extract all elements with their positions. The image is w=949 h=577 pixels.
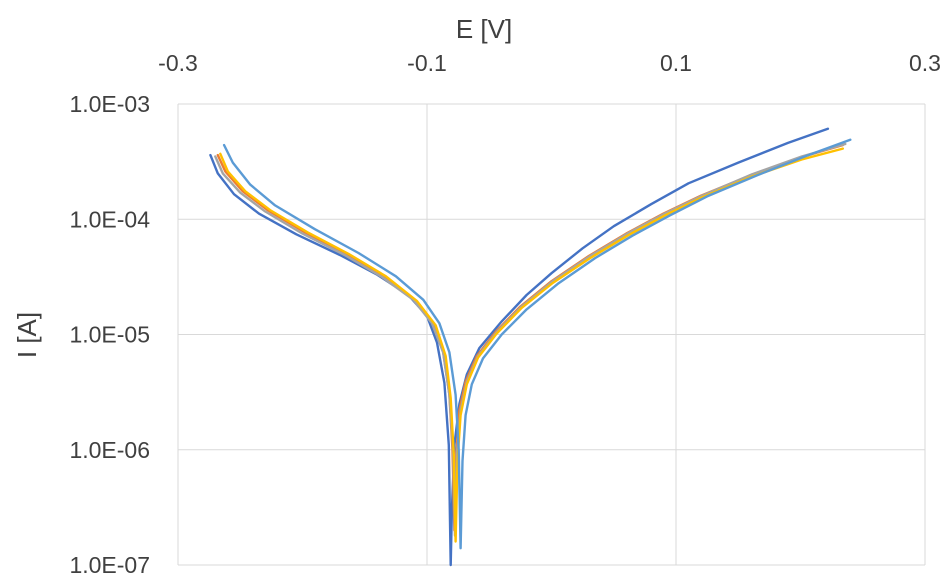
y-tick-label: 1.0E-03 <box>69 91 150 117</box>
y-tick-label: 1.0E-04 <box>69 206 150 232</box>
x-tick-label: 0.3 <box>909 50 941 76</box>
series-line-4 <box>219 147 844 543</box>
y-tick-label: 1.0E-06 <box>69 437 150 463</box>
gridlines <box>177 103 926 566</box>
series-line-5 <box>222 138 852 550</box>
y-axis-title: I [A] <box>12 312 42 358</box>
x-tick-labels: -0.3 -0.1 0.1 0.3 <box>158 50 941 76</box>
series-line-2 <box>216 143 844 532</box>
plot-area <box>209 127 852 567</box>
x-tick-label: -0.3 <box>158 50 198 76</box>
series-line-1 <box>209 127 830 567</box>
y-tick-label: 1.0E-05 <box>69 322 150 348</box>
series-line-3 <box>214 142 847 537</box>
x-tick-label: -0.1 <box>407 50 447 76</box>
x-axis-title: E [V] <box>456 14 512 44</box>
y-tick-label: 1.0E-07 <box>69 552 150 577</box>
y-tick-labels: 1.0E-03 1.0E-04 1.0E-05 1.0E-06 1.0E-07 <box>69 91 150 577</box>
x-tick-label: 0.1 <box>660 50 692 76</box>
